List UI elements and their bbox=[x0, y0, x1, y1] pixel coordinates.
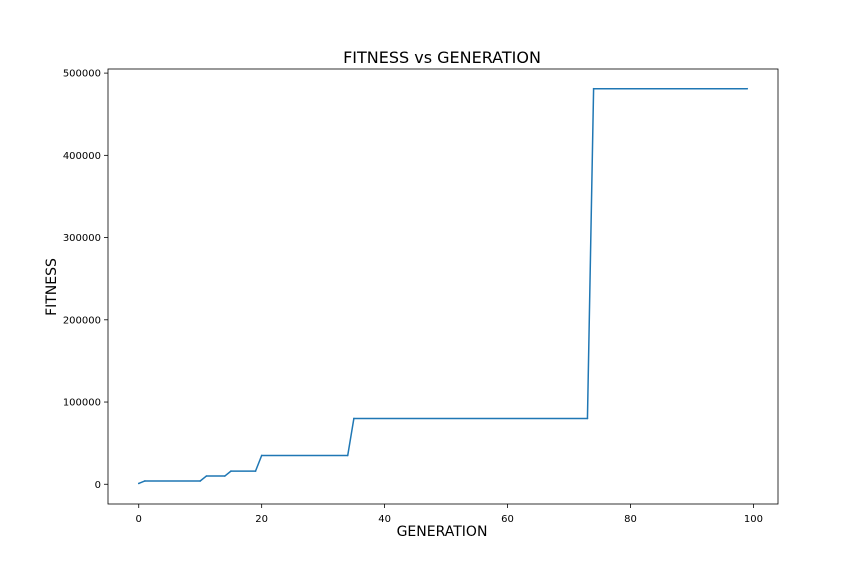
data-point bbox=[205, 475, 208, 477]
x-axis-ticks: 0 20 40 60 80 100 bbox=[136, 504, 763, 525]
x-axis-label: GENERATION bbox=[397, 524, 488, 540]
x-tick-label: 60 bbox=[501, 514, 514, 525]
series-line bbox=[138, 87, 748, 485]
data-point bbox=[592, 87, 595, 90]
data-point bbox=[254, 470, 257, 472]
x-tick-label: 100 bbox=[744, 514, 763, 525]
x-tick-label: 20 bbox=[255, 514, 268, 525]
y-tick-label: 300000 bbox=[63, 233, 101, 244]
y-tick-label: 100000 bbox=[63, 398, 101, 409]
data-point bbox=[223, 475, 226, 477]
series-points bbox=[137, 87, 749, 485]
data-point bbox=[586, 417, 589, 420]
chart-title: FITNESS vs GENERATION bbox=[343, 48, 541, 67]
data-point bbox=[137, 482, 140, 485]
x-tick-label: 40 bbox=[378, 514, 391, 525]
y-tick-label: 0 bbox=[95, 480, 101, 491]
data-point bbox=[260, 454, 263, 457]
y-axis-ticks: 0 100000 200000 300000 400000 500000 bbox=[63, 69, 108, 491]
data-point bbox=[346, 454, 349, 457]
data-point bbox=[746, 87, 749, 90]
data-point bbox=[230, 470, 232, 472]
y-axis-label: FITNESS bbox=[44, 258, 60, 316]
data-point bbox=[199, 480, 202, 482]
y-tick-label: 200000 bbox=[63, 315, 101, 326]
y-tick-label: 500000 bbox=[63, 69, 101, 80]
data-point bbox=[353, 417, 355, 420]
plot-frame bbox=[107, 68, 779, 505]
data-point bbox=[144, 480, 146, 482]
x-tick-label: 0 bbox=[136, 514, 142, 525]
x-tick-label: 80 bbox=[624, 514, 637, 525]
y-tick-label: 400000 bbox=[63, 151, 101, 162]
